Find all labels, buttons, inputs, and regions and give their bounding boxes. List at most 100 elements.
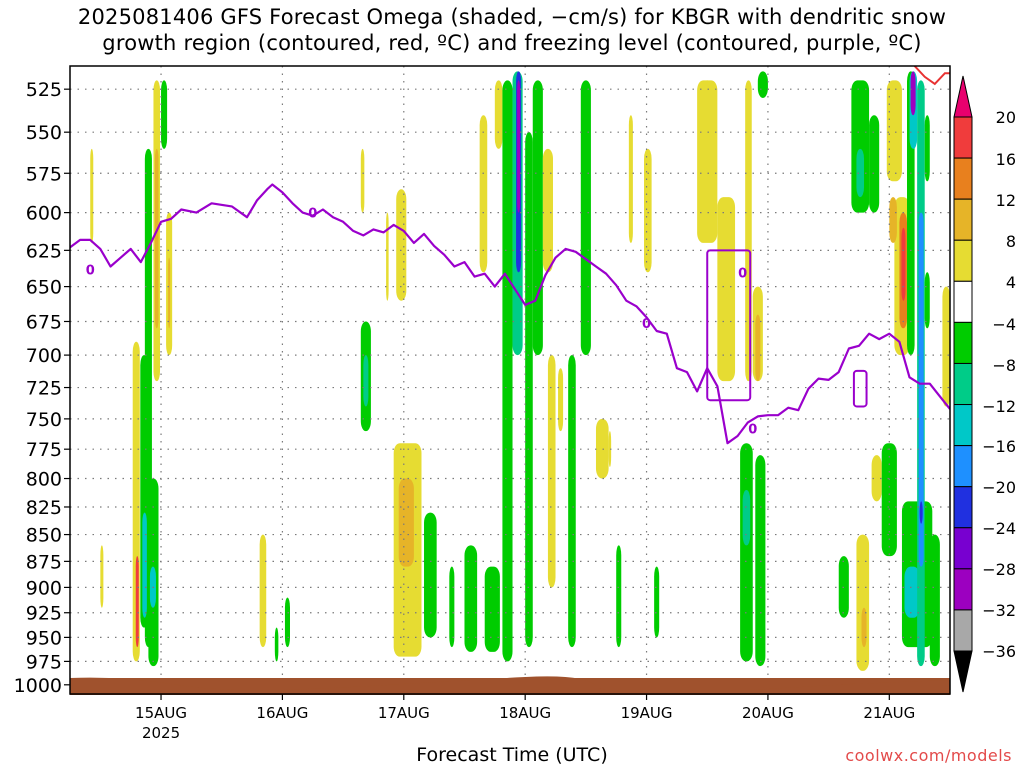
- omega-region: [869, 115, 880, 213]
- x-tick-label: 15AUG: [135, 704, 187, 722]
- omega-shading: [90, 71, 950, 671]
- chart-title: 2025081406 GFS Forecast Omega (shaded, −…: [0, 4, 1024, 56]
- y-tick-label: 600: [26, 203, 62, 225]
- omega-region: [901, 227, 906, 301]
- colorbar-label: 20: [996, 108, 1016, 127]
- colorbar-bottom-arrow: [953, 650, 973, 693]
- omega-region: [100, 545, 104, 608]
- contour-lines: 0 0 0 0 0: [70, 66, 950, 445]
- omega-region: [142, 512, 147, 618]
- omega-region: [644, 148, 652, 273]
- colorbar-segment: [953, 198, 973, 241]
- omega-region: [757, 71, 768, 98]
- freezing-level-label: 0: [642, 317, 651, 332]
- omega-region: [924, 272, 930, 329]
- freezing-level-label: 0: [738, 266, 747, 281]
- colorbar-label: 8: [1006, 232, 1016, 251]
- x-tick-label: 21AUG: [863, 704, 915, 722]
- plot-frame: [69, 65, 951, 695]
- y-tick-label: 725: [26, 378, 62, 400]
- y-tick-label: 575: [26, 163, 62, 185]
- freezing-level-label: 0: [308, 207, 317, 222]
- colorbar-segment: [953, 404, 973, 447]
- omega-region: [851, 80, 870, 213]
- omega-region: [398, 478, 414, 567]
- omega-region: [886, 80, 902, 182]
- colorbar-label: −28: [982, 560, 1016, 579]
- y-axis-labels: 525 550 575 600 625 650 675 700 725 750 775 800 825 8…: [14, 79, 70, 697]
- omega-region: [363, 355, 369, 407]
- credit-link[interactable]: coolwx.com/models: [845, 746, 1012, 765]
- y-tick-label: 925: [26, 603, 62, 625]
- omega-region: [547, 355, 556, 588]
- chart-title-line1: 2025081406 GFS Forecast Omega (shaded, −…: [77, 5, 947, 29]
- y-tick-label: 525: [26, 79, 62, 101]
- omega-region: [259, 534, 267, 648]
- omega-region: [449, 566, 455, 648]
- omega-region: [161, 80, 168, 149]
- omega-region: [464, 545, 478, 652]
- colorbar-segment: [953, 239, 973, 282]
- colorbar-label: −36: [982, 642, 1016, 661]
- omega-region: [595, 418, 609, 479]
- omega-region: [929, 534, 940, 667]
- ground-terrain: [70, 676, 950, 695]
- freezing-level-contour: [70, 183, 950, 445]
- omega-region: [284, 597, 290, 648]
- y-tick-label: 825: [26, 497, 62, 519]
- colorbar-label: −8: [992, 356, 1016, 375]
- colorbar-segment: [953, 280, 973, 323]
- colorbar-label: 12: [996, 191, 1016, 210]
- omega-region: [755, 455, 766, 667]
- omega-region: [558, 368, 564, 432]
- omega-region: [742, 490, 751, 546]
- omega-region: [616, 545, 622, 648]
- omega-region: [542, 148, 553, 273]
- omega-region: [386, 212, 389, 301]
- y-tick-label: 750: [26, 409, 62, 431]
- x-tick-year-label: 2025: [142, 724, 180, 742]
- colorbar-segment: [953, 568, 973, 611]
- colorbar-label: −16: [982, 437, 1016, 456]
- y-tick-label: 875: [26, 551, 62, 573]
- omega-region: [532, 80, 543, 356]
- omega-region: [717, 197, 736, 382]
- colorbar-segment: [953, 527, 973, 570]
- colorbar-segment: [953, 609, 973, 652]
- omega-region: [479, 115, 488, 273]
- omega-region: [861, 607, 867, 648]
- omega-region: [154, 148, 159, 329]
- omega-region: [608, 431, 612, 467]
- omega-region: [424, 512, 437, 638]
- omega-region: [910, 71, 916, 116]
- y-tick-label: 550: [26, 122, 62, 144]
- x-tick-label: 17AUG: [378, 704, 430, 722]
- omega-region: [904, 566, 920, 618]
- omega-region: [942, 286, 950, 407]
- omega-region: [856, 534, 870, 671]
- colorbar-label: −4: [992, 315, 1016, 334]
- y-tick-label: 850: [26, 525, 62, 547]
- y-tick-label: 800: [26, 469, 62, 491]
- x-tick-label: 18AUG: [499, 704, 551, 722]
- ground-surface: [70, 676, 950, 694]
- colorbar-segment: [953, 116, 973, 159]
- y-tick-label: 950: [26, 627, 62, 649]
- x-tick-label: 20AUG: [742, 704, 794, 722]
- colorbar-label: 16: [996, 150, 1016, 169]
- colorbar-label: −20: [982, 478, 1016, 497]
- omega-region: [919, 501, 923, 524]
- colorbar-label: −24: [982, 519, 1016, 538]
- omega-region: [881, 443, 897, 557]
- omega-region: [580, 80, 591, 356]
- omega-region: [755, 314, 761, 382]
- omega-region: [856, 148, 865, 198]
- freezing-level-label: 0: [86, 263, 95, 278]
- omega-region: [517, 80, 521, 213]
- y-tick-label: 675: [26, 311, 62, 333]
- omega-region: [90, 148, 94, 243]
- y-tick-label: 650: [26, 277, 62, 299]
- omega-region: [484, 566, 500, 652]
- omega-region: [274, 627, 279, 662]
